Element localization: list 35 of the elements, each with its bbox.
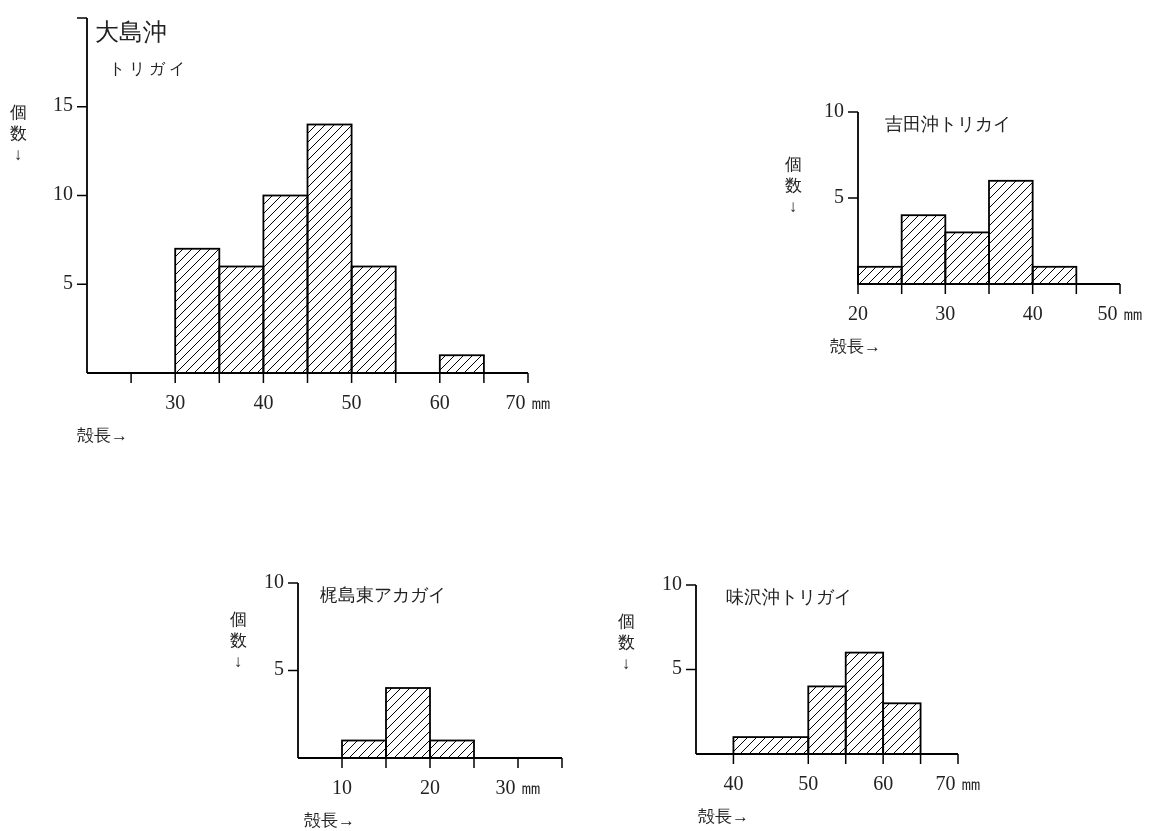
y-axis-title: 個数↓ bbox=[9, 103, 27, 164]
x-tick-label: 40 bbox=[1022, 302, 1043, 324]
y-axis-title: 個数↓ bbox=[617, 612, 635, 673]
x-axis-title: 殻長→ bbox=[830, 337, 881, 356]
y-axis-title: 個数↓ bbox=[784, 155, 802, 216]
chart-title: 梶島東アカガイ bbox=[320, 585, 446, 605]
x-tick-label: 20 bbox=[420, 776, 440, 798]
x-axis-title: 殻長→ bbox=[698, 807, 749, 826]
chart-title: 吉田沖トリカイ bbox=[885, 114, 1011, 134]
text: トリガイ bbox=[109, 60, 189, 77]
x-tick-label: 50 bbox=[341, 391, 362, 413]
y-tick-label: 5 bbox=[274, 657, 284, 680]
y-tick-label: 15 bbox=[53, 93, 73, 116]
x-tick-label: 40 bbox=[723, 772, 744, 794]
x-tick-label: 30 ㎜ bbox=[495, 776, 541, 798]
x-tick-label: 70 ㎜ bbox=[505, 391, 551, 413]
y-tick-label: 5 bbox=[63, 270, 73, 293]
x-tick-label: 60 bbox=[429, 391, 450, 413]
chart-title: 味沢沖トリガイ bbox=[726, 587, 852, 607]
y-tick-label: 5 bbox=[672, 656, 682, 679]
x-tick-label: 30 bbox=[165, 391, 186, 413]
x-axis-title: 殻長→ bbox=[77, 426, 128, 445]
x-tick-label: 40 bbox=[253, 391, 274, 413]
x-tick-label: 50 ㎜ bbox=[1097, 302, 1143, 324]
y-tick-label: 5 bbox=[834, 184, 844, 207]
y-axis-title: 個数↓ bbox=[229, 610, 247, 671]
x-tick-label: 60 bbox=[873, 772, 894, 794]
chart-title: 大島沖 bbox=[95, 19, 167, 45]
x-tick-label: 20 bbox=[848, 302, 868, 324]
x-tick-label: 30 bbox=[935, 302, 956, 324]
x-axis-title: 殻長→ bbox=[304, 811, 355, 830]
x-tick-label: 10 bbox=[332, 776, 352, 798]
y-tick-label: 10 bbox=[53, 182, 73, 205]
x-tick-label: 50 bbox=[798, 772, 819, 794]
x-tick-label: 70 ㎜ bbox=[935, 772, 981, 794]
